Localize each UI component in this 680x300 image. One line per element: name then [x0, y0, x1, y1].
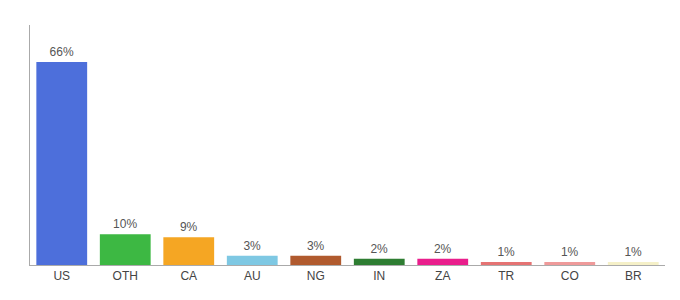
svg-text:1%: 1%	[497, 245, 515, 259]
svg-text:1%: 1%	[624, 245, 642, 259]
svg-text:CA: CA	[180, 269, 197, 283]
svg-text:2%: 2%	[434, 242, 452, 256]
svg-text:ZA: ZA	[435, 269, 450, 283]
svg-text:US: US	[53, 269, 70, 283]
svg-text:10%: 10%	[113, 217, 137, 231]
svg-text:9%: 9%	[180, 220, 198, 234]
svg-text:BR: BR	[625, 269, 642, 283]
svg-text:NG: NG	[307, 269, 325, 283]
svg-text:CO: CO	[561, 269, 579, 283]
svg-text:2%: 2%	[370, 242, 388, 256]
svg-text:66%: 66%	[50, 45, 74, 59]
svg-text:IN: IN	[373, 269, 385, 283]
svg-text:OTH: OTH	[113, 269, 138, 283]
svg-text:TR: TR	[498, 269, 514, 283]
svg-text:3%: 3%	[243, 239, 261, 253]
svg-text:AU: AU	[244, 269, 261, 283]
svg-text:1%: 1%	[561, 245, 579, 259]
svg-text:3%: 3%	[307, 239, 325, 253]
